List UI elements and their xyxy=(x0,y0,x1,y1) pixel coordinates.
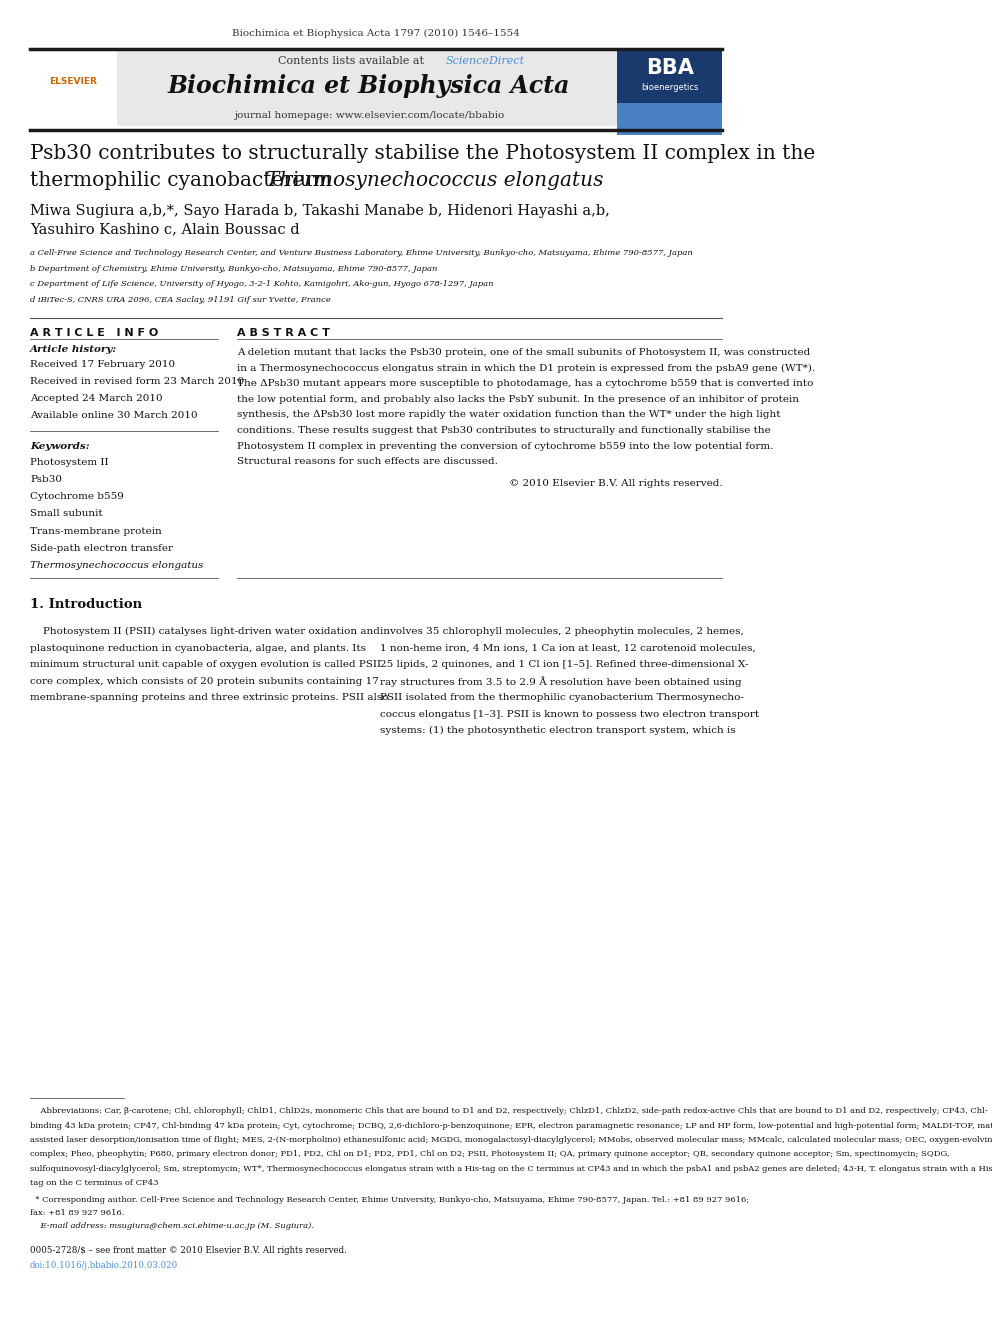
Text: Available online 30 March 2010: Available online 30 March 2010 xyxy=(30,411,197,421)
Text: the low potential form, and probably also lacks the PsbY subunit. In the presenc: the low potential form, and probably als… xyxy=(237,394,799,404)
Text: core complex, which consists of 20 protein subunits containing 17: core complex, which consists of 20 prote… xyxy=(30,676,379,685)
Text: synthesis, the ΔPsb30 lost more rapidly the water oxidation function than the WT: synthesis, the ΔPsb30 lost more rapidly … xyxy=(237,410,781,419)
Text: * Corresponding author. Cell-Free Science and Technology Research Center, Ehime : * Corresponding author. Cell-Free Scienc… xyxy=(30,1196,749,1204)
Text: Abbreviations: Car, β-carotene; Chl, chlorophyll; ChlD1, ChlD2s, monomeric Chls : Abbreviations: Car, β-carotene; Chl, chl… xyxy=(30,1107,988,1115)
Text: Structural reasons for such effects are discussed.: Structural reasons for such effects are … xyxy=(237,458,498,466)
Text: in a Thermosynechococcus elongatus strain in which the D1 protein is expressed f: in a Thermosynechococcus elongatus strai… xyxy=(237,364,815,373)
Text: complex; Pheo, pheophytin; P680, primary electron donor; PD1, PD2, Chl on D1; PD: complex; Pheo, pheophytin; P680, primary… xyxy=(30,1150,949,1158)
Text: Received in revised form 23 March 2010: Received in revised form 23 March 2010 xyxy=(30,377,244,386)
Text: thermophilic cyanobacterium: thermophilic cyanobacterium xyxy=(30,171,338,189)
Text: A B S T R A C T: A B S T R A C T xyxy=(237,328,330,339)
FancyBboxPatch shape xyxy=(30,50,117,126)
Text: Photosystem II (PSII) catalyses light-driven water oxidation and: Photosystem II (PSII) catalyses light-dr… xyxy=(30,627,380,636)
Text: Psb30: Psb30 xyxy=(30,475,62,484)
Text: Thermosynechococcus elongatus: Thermosynechococcus elongatus xyxy=(30,561,203,570)
Text: Thermosynechococcus elongatus: Thermosynechococcus elongatus xyxy=(267,171,604,189)
Text: 1 non-heme iron, 4 Mn ions, 1 Ca ion at least, 12 carotenoid molecules,: 1 non-heme iron, 4 Mn ions, 1 Ca ion at … xyxy=(380,643,756,652)
Text: binding 43 kDa protein; CP47, Chl-binding 47 kDa protein; Cyt, cytochrome; DCBQ,: binding 43 kDa protein; CP47, Chl-bindin… xyxy=(30,1122,992,1130)
Text: fax: +81 89 927 9616.: fax: +81 89 927 9616. xyxy=(30,1209,124,1217)
Text: The ΔPsb30 mutant appears more susceptible to photodamage, has a cytochrome b559: The ΔPsb30 mutant appears more susceptib… xyxy=(237,380,813,388)
FancyBboxPatch shape xyxy=(117,50,617,126)
Text: Photosystem II: Photosystem II xyxy=(30,458,109,467)
Text: plastoquinone reduction in cyanobacteria, algae, and plants. Its: plastoquinone reduction in cyanobacteria… xyxy=(30,643,366,652)
Text: coccus elongatus [1–3]. PSII is known to possess two electron transport: coccus elongatus [1–3]. PSII is known to… xyxy=(380,709,759,718)
Text: involves 35 chlorophyll molecules, 2 pheophytin molecules, 2 hemes,: involves 35 chlorophyll molecules, 2 phe… xyxy=(380,627,744,636)
Text: © 2010 Elsevier B.V. All rights reserved.: © 2010 Elsevier B.V. All rights reserved… xyxy=(509,479,722,488)
Text: 1. Introduction: 1. Introduction xyxy=(30,598,142,611)
Text: Yasuhiro Kashino c, Alain Boussac d: Yasuhiro Kashino c, Alain Boussac d xyxy=(30,222,300,237)
Text: Psb30 contributes to structurally stabilise the Photosystem II complex in the: Psb30 contributes to structurally stabil… xyxy=(30,144,815,163)
Text: sulfoquinovosyl-diacylglycerol; Sm, streptomycin; WT*, Thermosynechococcus elong: sulfoquinovosyl-diacylglycerol; Sm, stre… xyxy=(30,1164,992,1172)
Text: assisted laser desorption/ionisation time of flight; MES, 2-(N-morpholino) ethan: assisted laser desorption/ionisation tim… xyxy=(30,1136,992,1144)
FancyBboxPatch shape xyxy=(617,50,722,135)
FancyBboxPatch shape xyxy=(617,103,722,135)
Text: b Department of Chemistry, Ehime University, Bunkyo-cho, Matsuyama, Ehime 790-85: b Department of Chemistry, Ehime Univers… xyxy=(30,265,437,273)
Text: a Cell-Free Science and Technology Research Center, and Venture Business Laborat: a Cell-Free Science and Technology Resea… xyxy=(30,249,692,257)
Text: BBA: BBA xyxy=(646,58,693,78)
Text: 25 lipids, 2 quinones, and 1 Cl ion [1–5]. Refined three-dimensional X-: 25 lipids, 2 quinones, and 1 Cl ion [1–5… xyxy=(380,660,749,669)
Text: 0005-2728/$ – see front matter © 2010 Elsevier B.V. All rights reserved.: 0005-2728/$ – see front matter © 2010 El… xyxy=(30,1246,347,1256)
Text: Contents lists available at: Contents lists available at xyxy=(279,56,428,66)
Text: systems: (1) the photosynthetic electron transport system, which is: systems: (1) the photosynthetic electron… xyxy=(380,726,736,736)
Text: A R T I C L E   I N F O: A R T I C L E I N F O xyxy=(30,328,159,339)
Text: d iBiTec-S, CNRS URA 2096, CEA Saclay, 91191 Gif sur Yvette, France: d iBiTec-S, CNRS URA 2096, CEA Saclay, 9… xyxy=(30,296,331,304)
Text: ScienceDirect: ScienceDirect xyxy=(445,56,525,66)
Text: doi:10.1016/j.bbabio.2010.03.020: doi:10.1016/j.bbabio.2010.03.020 xyxy=(30,1261,179,1270)
Text: bioenergetics: bioenergetics xyxy=(641,83,698,93)
Text: Accepted 24 March 2010: Accepted 24 March 2010 xyxy=(30,394,163,404)
Text: Biochimica et Biophysica Acta 1797 (2010) 1546–1554: Biochimica et Biophysica Acta 1797 (2010… xyxy=(232,29,520,38)
Text: PSII isolated from the thermophilic cyanobacterium Thermosynecho-: PSII isolated from the thermophilic cyan… xyxy=(380,693,744,703)
Text: tag on the C terminus of CP43: tag on the C terminus of CP43 xyxy=(30,1179,159,1187)
Text: c Department of Life Science, University of Hyogo, 3-2-1 Kohto, Kamigohri, Ako-g: c Department of Life Science, University… xyxy=(30,280,494,288)
Text: Received 17 February 2010: Received 17 February 2010 xyxy=(30,360,176,369)
Text: minimum structural unit capable of oxygen evolution is called PSII: minimum structural unit capable of oxyge… xyxy=(30,660,381,669)
Text: ray structures from 3.5 to 2.9 Å resolution have been obtained using: ray structures from 3.5 to 2.9 Å resolut… xyxy=(380,676,742,688)
Text: E-mail address: msugiura@chem.sci.ehime-u.ac.jp (M. Sugiura).: E-mail address: msugiura@chem.sci.ehime-… xyxy=(30,1222,314,1230)
Text: Miwa Sugiura a,b,*, Sayo Harada b, Takashi Manabe b, Hidenori Hayashi a,b,: Miwa Sugiura a,b,*, Sayo Harada b, Takas… xyxy=(30,204,610,218)
Text: Trans-membrane protein: Trans-membrane protein xyxy=(30,527,162,536)
Text: Biochimica et Biophysica Acta: Biochimica et Biophysica Acta xyxy=(168,74,569,98)
Text: Small subunit: Small subunit xyxy=(30,509,103,519)
Text: Article history:: Article history: xyxy=(30,345,117,355)
Text: journal homepage: www.elsevier.com/locate/bbabio: journal homepage: www.elsevier.com/locat… xyxy=(233,111,504,120)
Text: ELSEVIER: ELSEVIER xyxy=(49,77,97,86)
Text: Cytochrome b559: Cytochrome b559 xyxy=(30,492,124,501)
Text: Photosystem II complex in preventing the conversion of cytochrome b559 into the : Photosystem II complex in preventing the… xyxy=(237,442,774,451)
Text: membrane-spanning proteins and three extrinsic proteins. PSII also: membrane-spanning proteins and three ext… xyxy=(30,693,389,703)
Text: A deletion mutant that lacks the Psb30 protein, one of the small subunits of Pho: A deletion mutant that lacks the Psb30 p… xyxy=(237,348,810,357)
Text: Keywords:: Keywords: xyxy=(30,442,89,451)
Text: conditions. These results suggest that Psb30 contributes to structurally and fun: conditions. These results suggest that P… xyxy=(237,426,771,435)
Text: Side-path electron transfer: Side-path electron transfer xyxy=(30,544,173,553)
